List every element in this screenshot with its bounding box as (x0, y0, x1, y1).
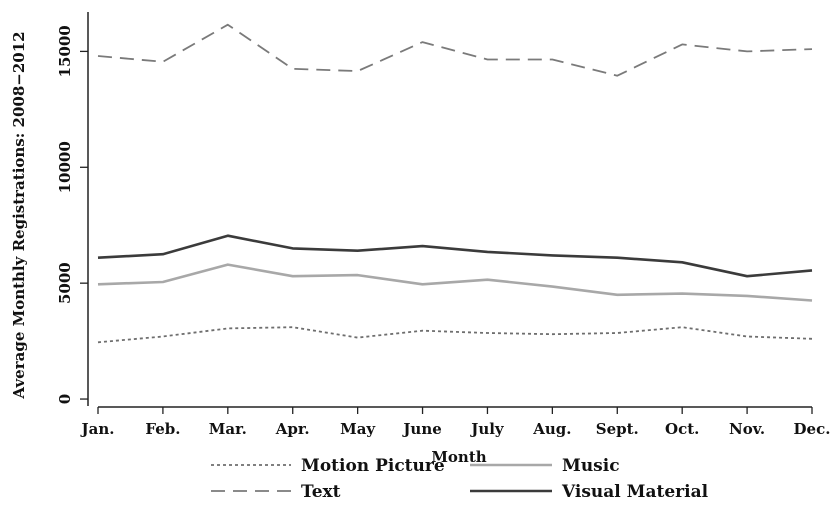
legend-label-music: Music (562, 456, 620, 476)
legend-item-visual-material: Visual Material (470, 482, 709, 502)
series-line-text (97, 23, 813, 77)
y-axis-title: Average Monthly Registrations: 2008−2012 (10, 31, 28, 399)
x-tick-label: Dec. (794, 420, 831, 438)
legend-item-text: Text (211, 482, 341, 502)
legend: Motion Picture Music Text Visual Materia… (211, 456, 709, 502)
x-tick-label: Oct. (665, 420, 699, 438)
series-line-visual-material (97, 234, 813, 278)
x-tick-label: Aug. (532, 420, 571, 438)
y-tick-label: 10000 (56, 141, 74, 193)
legend-item-music: Music (470, 456, 620, 476)
x-tick-label: June (401, 420, 441, 438)
legend-label-text: Text (301, 482, 341, 502)
series-line-motion-picture (97, 326, 813, 344)
x-tick-label: May (340, 420, 376, 438)
y-ticks: 0 5000 10000 15000 (56, 25, 88, 404)
axes (87, 12, 812, 408)
series-line-music (97, 263, 813, 302)
legend-item-motion-picture: Motion Picture (211, 456, 445, 476)
legend-label-visual-material: Visual Material (561, 482, 709, 502)
y-tick-label: 15000 (56, 25, 74, 77)
x-tick-label: Sept. (596, 420, 639, 438)
y-tick-label: 0 (56, 394, 74, 404)
y-tick-label: 5000 (56, 262, 74, 304)
series-lines (97, 23, 813, 344)
x-ticks: Jan. Feb. Mar. Apr. May June July Aug. Sept. Oct.… (80, 407, 831, 438)
legend-label-motion-picture: Motion Picture (301, 456, 445, 476)
x-tick-label: Mar. (209, 420, 247, 438)
x-tick-label: Apr. (275, 420, 310, 438)
x-axis-title: Month (431, 448, 486, 466)
x-tick-label: July (469, 420, 505, 438)
x-tick-label: Feb. (145, 420, 180, 438)
x-tick-label: Nov. (729, 420, 765, 438)
x-tick-label: Jan. (80, 420, 115, 438)
